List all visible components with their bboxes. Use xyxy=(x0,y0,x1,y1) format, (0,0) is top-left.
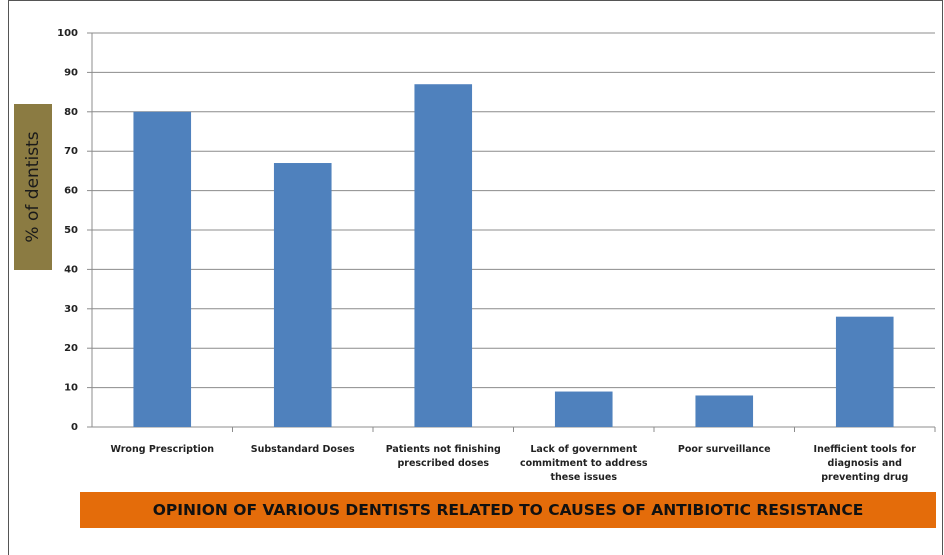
y-axis-label-box: % of dentists xyxy=(14,104,52,270)
y-tick-label: 20 xyxy=(64,343,78,354)
bar xyxy=(133,111,192,428)
y-tick-label: 80 xyxy=(64,107,78,118)
y-tick-label: 40 xyxy=(64,264,78,275)
y-tick-label: 0 xyxy=(71,422,78,433)
x-tick-label: Lack of government commitment to address… xyxy=(519,444,648,483)
bar xyxy=(554,391,613,427)
bar xyxy=(835,316,894,427)
y-tick-label: 60 xyxy=(64,186,78,197)
bar xyxy=(273,163,332,427)
chart-title: OPINION OF VARIOUS DENTISTS RELATED TO C… xyxy=(80,492,936,528)
chart-border xyxy=(8,0,943,555)
x-tick-label: Substandard Doses xyxy=(250,444,355,455)
bar xyxy=(695,395,754,427)
y-axis-label: % of dentists xyxy=(23,131,43,243)
x-tick-label: Poor surveillance xyxy=(677,444,771,455)
bar xyxy=(414,84,473,427)
x-tick-label: Patients not finishing prescribed doses xyxy=(385,444,501,469)
x-tick-label: Inefficient tools for diagnosis and prev… xyxy=(813,444,916,483)
y-tick-label: 50 xyxy=(64,225,78,236)
y-tick-label: 90 xyxy=(64,67,78,78)
y-tick-label: 10 xyxy=(64,383,78,394)
x-tick-label: Wrong Prescription xyxy=(110,444,215,455)
y-tick-label: 100 xyxy=(57,28,78,39)
y-tick-label: 70 xyxy=(64,146,78,157)
y-tick-label: 30 xyxy=(64,304,78,315)
